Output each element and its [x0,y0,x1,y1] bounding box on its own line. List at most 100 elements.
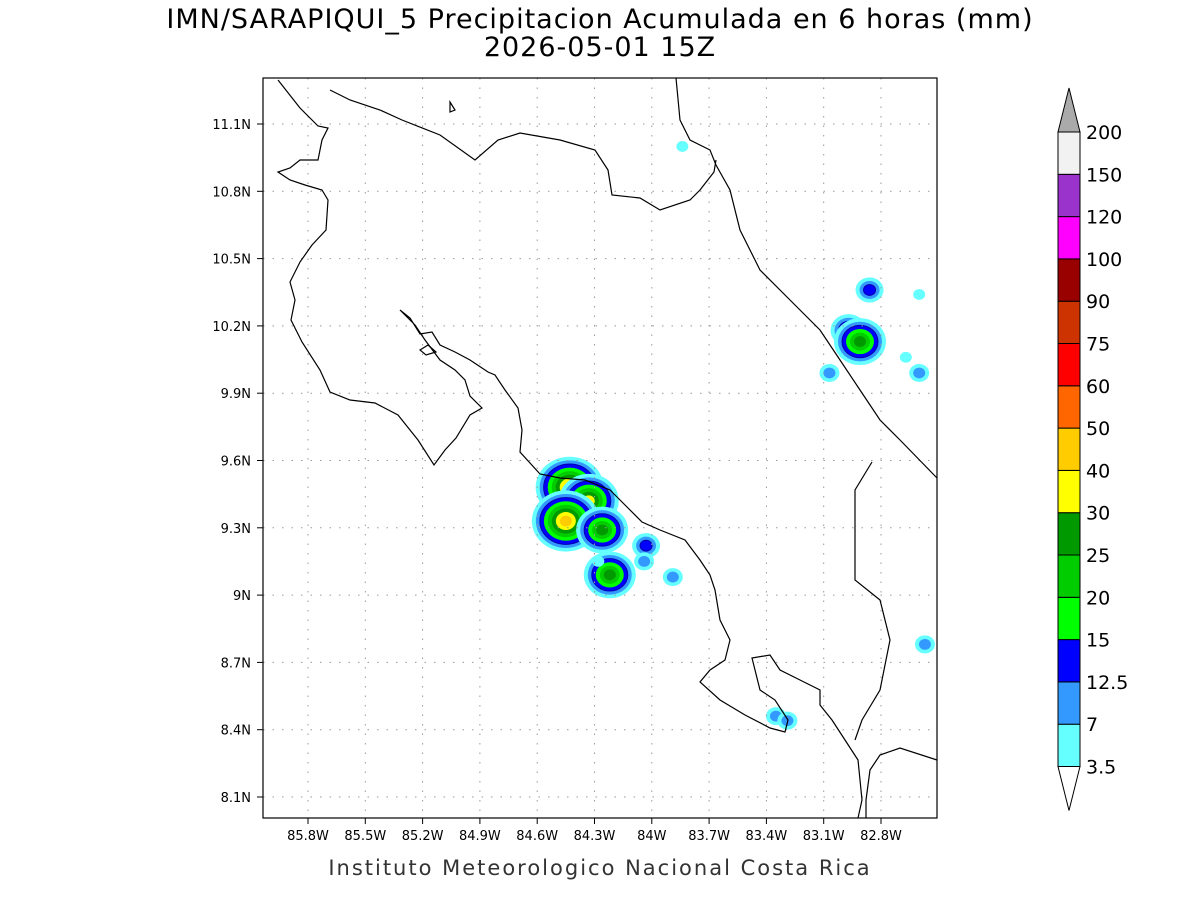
lat-tick-label: 10.8N [212,185,251,200]
colorbar-swatch [1057,723,1081,768]
colorbar-swatch [1057,512,1081,556]
lat-tick-label: 10.5N [212,253,251,268]
colorbar-swatch [1057,681,1081,725]
colorbar-swatch [1057,300,1081,345]
precip-contour [853,336,866,347]
grid-lines [263,78,937,818]
lon-tick-labels: 85.8W 85.5W 85.2W 84.9W 84.6W 84.3W 84W 83.7W 83… [287,818,902,844]
precip-contour [603,569,616,581]
map-title: IMN/SARAPIQUI_5 Precipitacion Acumulada … [166,4,1034,35]
footer-credit: Instituto Meteorologico Nacional Costa R… [328,856,872,880]
colorbar-label: 3.5 [1086,757,1116,779]
lon-tick-label: 83.4W [745,829,787,844]
precip-cell [833,318,886,365]
colorbar-swatch [1057,385,1081,429]
lon-tick-label: 83.7W [688,829,730,844]
coastlines [276,77,938,819]
lon-tick-label: 84.3W [574,829,616,844]
precip-contour [913,289,926,300]
precip-contour [638,555,651,567]
precip-contour [559,515,572,527]
lon-tick-label: 82.8W [860,829,902,844]
precip-contour [899,351,912,363]
precip-cell [819,363,840,382]
lat-tick-label: 11.1N [212,118,251,133]
lat-tick-label: 8.4N [221,724,251,739]
precip-contour [918,638,931,650]
precip-contour [639,539,653,552]
map-subtitle: 2026-05-01 15Z [483,32,717,63]
caribbean-coastline [675,77,938,479]
lat-tick-label: 8.7N [221,656,251,671]
colorbar-label: 15 [1086,630,1110,652]
colorbar-label: 75 [1086,334,1110,356]
lat-tick-label: 9.6N [221,455,251,470]
colorbar-swatch [1057,343,1081,387]
precip-contour [823,367,836,379]
precip-contour [596,524,609,536]
lat-tick-label: 9N [233,589,251,604]
colorbar-label: 150 [1086,164,1122,186]
lon-tick-label: 85.5W [344,829,386,844]
lat-tick-label: 8.1N [221,791,251,806]
colorbar-label: 90 [1086,291,1110,313]
colorbar-label: 7 [1086,714,1098,736]
precip-contour [592,555,605,567]
precip-contour [863,284,877,296]
precip-cells [531,141,935,730]
colorbar-swatch [1057,173,1081,218]
precip-cell [662,568,683,587]
lat-tick-label: 9.9N [221,387,251,402]
colorbar-label: 20 [1086,587,1110,609]
panama-coastline [865,747,938,818]
colorbar-swatch [1057,427,1081,471]
precip-cell [576,506,629,554]
colorbar-label: 100 [1086,249,1122,271]
map-frame [262,77,938,819]
precip-cell [909,363,930,382]
precip-cell [855,277,884,303]
precip-contour [666,571,679,583]
colorbar-label: 200 [1086,122,1122,144]
lon-tick-label: 84W [637,829,667,844]
precip-cell [632,533,661,559]
lat-tick-labels: 11.1N 10.8N 10.5N 10.2N 9.9N 9.6N 9.3N 9N 8.7N 8.… [212,118,263,806]
lon-tick-label: 84.6W [516,829,558,844]
precip-cell [899,351,912,363]
precip-cell [676,141,689,152]
colorbar-label: 60 [1086,376,1110,398]
island [418,344,438,356]
lat-tick-label: 9.3N [221,522,251,537]
colorbar-over-triangle [1057,87,1081,133]
lon-tick-label: 83.1W [803,829,845,844]
colorbar-under-triangle [1057,766,1081,811]
lat-tick-label: 10.2N [212,320,251,335]
lon-tick-label: 85.8W [287,829,329,844]
colorbar-label: 25 [1086,545,1110,567]
colorbar-swatch [1057,639,1081,683]
colorbar-swatch [1057,554,1081,598]
precip-cell [913,289,926,300]
colorbar-label: 12.5 [1086,672,1128,694]
precip-cell [634,552,655,571]
lon-tick-label: 85.2W [402,829,444,844]
precip-cell [583,551,636,599]
nicaragua-border [329,89,717,211]
colorbar-label: 120 [1086,207,1122,229]
colorbar-label: 30 [1086,503,1110,525]
colorbar-label: 50 [1086,418,1110,440]
precip-cell [592,555,605,567]
panama-border [854,461,891,741]
precip-contour [913,367,926,379]
island [449,99,456,113]
precip-contour [676,141,689,152]
colorbar-swatch [1057,131,1081,175]
pacific-coastline [276,79,863,819]
lon-tick-label: 84.9W [459,829,501,844]
precip-cell [914,635,935,654]
colorbar-label: 40 [1086,460,1110,482]
colorbar-swatch [1057,469,1081,514]
colorbar-swatch [1057,258,1081,302]
colorbar-swatch [1057,216,1081,260]
